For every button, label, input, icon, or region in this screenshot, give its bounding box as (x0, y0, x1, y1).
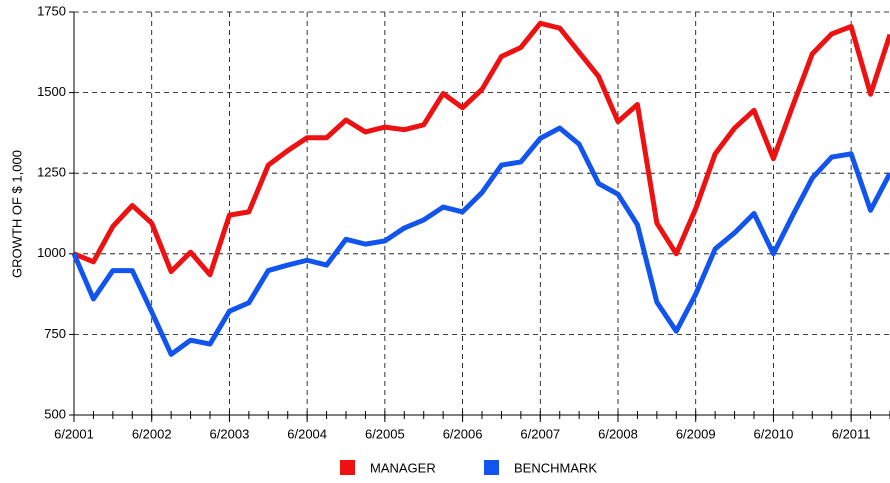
y-tick-label: 500 (44, 406, 66, 421)
x-tick-label: 6/2002 (132, 426, 172, 441)
x-tick-label: 6/2009 (676, 426, 716, 441)
y-tick-label: 1000 (37, 245, 66, 260)
x-tick-label: 6/2006 (443, 426, 483, 441)
x-tick-label: 6/2001 (54, 426, 94, 441)
y-axis-label: GROWTH OF $ 1,000 (9, 150, 24, 278)
line-series (73, 20, 890, 278)
x-tick-label: 6/2004 (287, 426, 327, 441)
y-tick-label: 1750 (37, 3, 66, 18)
x-tick-label: 6/2008 (598, 426, 638, 441)
x-tick-label: 6/2003 (210, 426, 250, 441)
y-tick-label: 1250 (37, 165, 66, 180)
line-series (71, 125, 890, 357)
legend-swatch (340, 460, 355, 475)
x-tick-label: 6/2005 (365, 426, 405, 441)
x-tick-label: 6/2010 (754, 426, 794, 441)
x-tick-label: 6/2007 (520, 426, 560, 441)
legend-label: BENCHMARK (514, 460, 597, 475)
x-tick-label: 6/2011 (832, 426, 871, 441)
y-tick-label: 1500 (37, 84, 66, 99)
legend-label: MANAGER (370, 460, 436, 475)
y-tick-label: 750 (44, 326, 66, 341)
legend-swatch (484, 460, 499, 475)
